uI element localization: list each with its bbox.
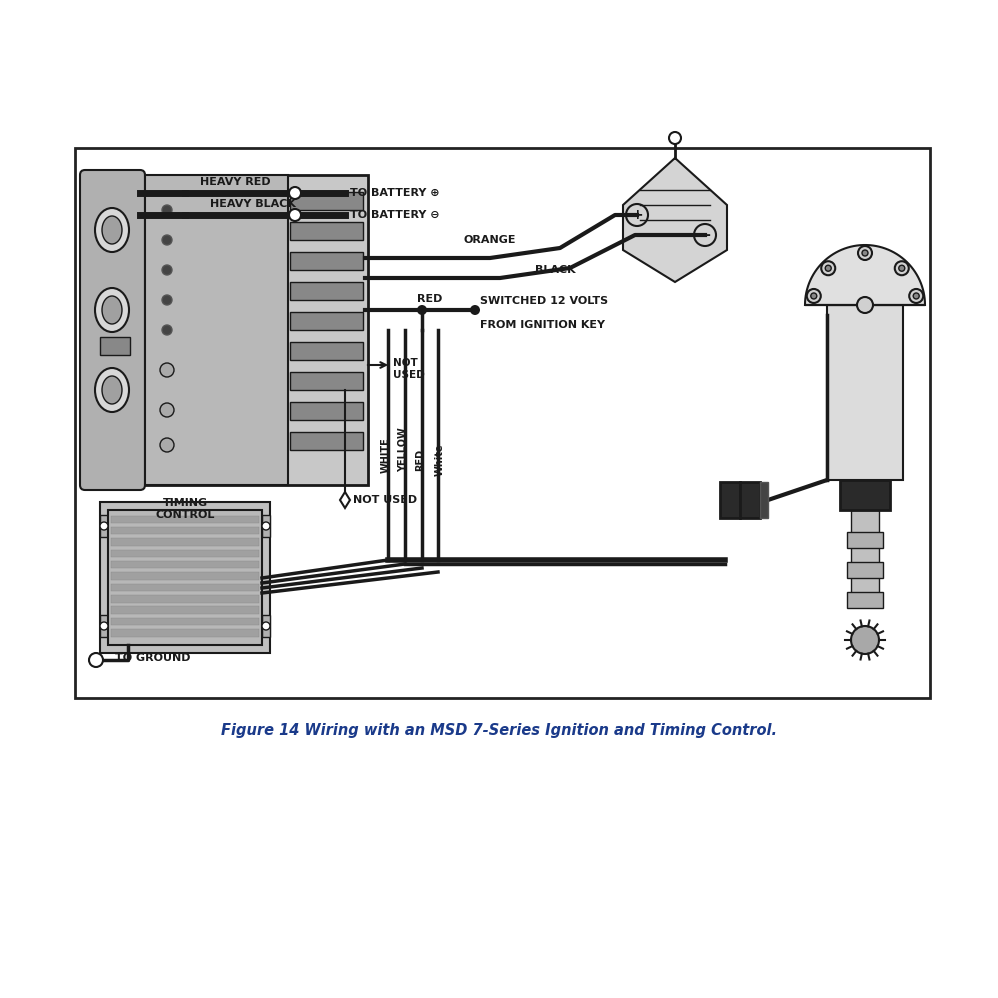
Bar: [290, 252, 363, 270]
Circle shape: [162, 265, 172, 275]
Text: RED: RED: [417, 294, 443, 304]
Circle shape: [160, 438, 174, 452]
FancyBboxPatch shape: [80, 170, 145, 490]
Text: YELLOW: YELLOW: [398, 427, 408, 472]
Polygon shape: [340, 492, 350, 508]
Text: NOT USED: NOT USED: [353, 495, 417, 505]
Bar: [75, 148, 930, 698]
Circle shape: [470, 305, 480, 315]
Bar: [290, 222, 363, 240]
Text: −: −: [699, 228, 712, 243]
Text: TO GROUND: TO GROUND: [115, 653, 191, 663]
Circle shape: [100, 522, 108, 530]
Circle shape: [858, 246, 872, 260]
Circle shape: [417, 305, 427, 315]
Circle shape: [825, 265, 831, 271]
Bar: [111, 618, 259, 625]
Text: TO BATTERY ⊖: TO BATTERY ⊖: [350, 210, 440, 220]
Bar: [827, 305, 903, 480]
Circle shape: [895, 261, 909, 275]
Circle shape: [162, 325, 172, 335]
Circle shape: [160, 403, 174, 417]
Bar: [290, 342, 363, 360]
Bar: [111, 527, 259, 534]
Text: BLACK: BLACK: [535, 265, 576, 275]
Bar: [111, 550, 259, 557]
Circle shape: [821, 261, 835, 275]
Bar: [111, 561, 259, 569]
Text: HEAVY RED: HEAVY RED: [200, 177, 270, 187]
Circle shape: [810, 293, 816, 299]
Circle shape: [289, 209, 301, 221]
Circle shape: [806, 289, 820, 303]
Bar: [262, 615, 270, 637]
Circle shape: [899, 265, 905, 271]
Ellipse shape: [102, 376, 122, 404]
Text: +: +: [631, 208, 643, 222]
Polygon shape: [805, 246, 925, 305]
Circle shape: [162, 235, 172, 245]
Text: WHITE: WHITE: [381, 437, 391, 473]
Bar: [290, 372, 363, 390]
Circle shape: [162, 205, 172, 215]
Bar: [760, 482, 768, 518]
Ellipse shape: [102, 216, 122, 244]
Bar: [290, 192, 363, 210]
Bar: [111, 607, 259, 614]
Ellipse shape: [102, 296, 122, 324]
Circle shape: [262, 522, 270, 530]
Bar: [262, 515, 270, 537]
Bar: [108, 510, 262, 645]
Bar: [290, 312, 363, 330]
Bar: [111, 573, 259, 580]
Circle shape: [100, 622, 108, 630]
Bar: [111, 584, 259, 591]
Circle shape: [913, 293, 919, 299]
Ellipse shape: [95, 288, 129, 332]
Text: White: White: [435, 444, 445, 476]
Bar: [100, 502, 270, 653]
Text: RED: RED: [415, 449, 425, 471]
Circle shape: [162, 295, 172, 305]
Circle shape: [857, 297, 873, 313]
Bar: [85, 175, 368, 485]
Circle shape: [289, 187, 301, 199]
Text: FROM IGNITION KEY: FROM IGNITION KEY: [480, 320, 605, 330]
Polygon shape: [623, 158, 727, 282]
Bar: [111, 595, 259, 603]
Circle shape: [909, 289, 923, 303]
Text: Figure 14 Wiring with an MSD 7-Series Ignition and Timing Control.: Figure 14 Wiring with an MSD 7-Series Ig…: [221, 723, 777, 738]
Bar: [720, 482, 740, 518]
Bar: [111, 538, 259, 546]
Bar: [290, 432, 363, 450]
Bar: [100, 337, 130, 355]
Circle shape: [89, 653, 103, 667]
Bar: [840, 480, 890, 510]
Ellipse shape: [95, 208, 129, 252]
Bar: [851, 510, 879, 600]
Text: TIMING
CONTROL: TIMING CONTROL: [156, 498, 215, 520]
Bar: [290, 402, 363, 420]
Circle shape: [160, 363, 174, 377]
Bar: [100, 615, 108, 637]
Circle shape: [862, 250, 868, 256]
Text: ORANGE: ORANGE: [464, 235, 516, 245]
Bar: [847, 532, 883, 548]
Text: SWITCHED 12 VOLTS: SWITCHED 12 VOLTS: [480, 296, 608, 306]
Bar: [847, 592, 883, 608]
Bar: [100, 515, 108, 537]
Bar: [111, 516, 259, 523]
Text: NOT
USED: NOT USED: [393, 358, 425, 379]
Circle shape: [262, 622, 270, 630]
Bar: [847, 562, 883, 578]
Bar: [740, 482, 760, 518]
Bar: [290, 282, 363, 300]
Ellipse shape: [95, 368, 129, 412]
Text: TO BATTERY ⊕: TO BATTERY ⊕: [350, 188, 440, 198]
Circle shape: [669, 132, 681, 144]
Bar: [111, 629, 259, 637]
Circle shape: [851, 626, 879, 654]
Text: HEAVY BLACK: HEAVY BLACK: [210, 199, 295, 209]
Bar: [145, 175, 288, 485]
